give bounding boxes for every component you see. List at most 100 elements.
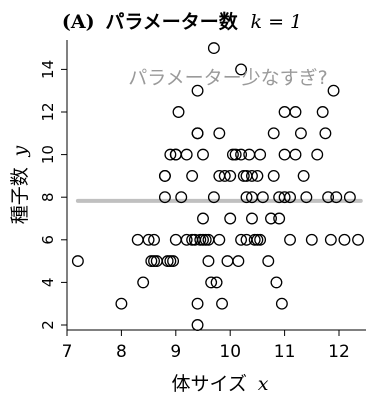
data-point [221,255,234,268]
data-point [300,191,313,204]
y-axis-label-math: y [9,145,31,157]
data-point [142,233,155,246]
data-point [294,127,307,140]
data-point [205,276,218,289]
x-tick-label: 12 [328,342,350,362]
data-point [148,255,160,268]
data-point [322,191,335,204]
data-point [246,212,258,225]
data-point [270,276,283,289]
data-point [216,297,228,310]
data-point [197,212,209,225]
data-point [237,169,250,182]
x-axis-label-math: x [258,373,269,395]
data-point [191,319,204,331]
data-point [164,148,177,161]
data-point [210,276,223,289]
data-point [267,169,280,182]
data-point [316,106,329,118]
data-point [191,127,204,140]
data-point [246,169,258,182]
data-point [191,84,204,97]
data-point [297,169,310,182]
data-point [343,191,356,204]
data-points [71,42,364,331]
data-point [191,297,204,310]
data-point [262,255,275,268]
data-point [278,191,291,204]
data-point [278,106,291,118]
data-point [235,63,248,76]
data-point [148,233,160,246]
data-point [202,255,215,268]
data-point [265,212,277,225]
y-tick-label: 6 [39,235,57,245]
data-point [338,233,351,246]
data-point [224,212,237,225]
y-axis-label-text: 種子数 [9,167,31,224]
data-point [289,106,302,118]
chart-title: (A) パラメーター数 k = 1 [62,10,302,33]
data-point [324,233,337,246]
data-point [284,191,296,204]
data-point [131,233,144,246]
data-point [207,191,220,204]
data-point [180,148,193,161]
data-point [180,233,193,246]
data-point [305,233,318,246]
data-point [267,127,280,140]
title-math: k = 1 [251,11,303,33]
data-point [240,191,253,204]
x-axis-label: 体サイズ x [172,373,269,395]
x-tick-label: 10 [219,342,241,362]
data-point [197,148,209,161]
x-tick-label: 7 [62,342,73,362]
data-point [256,191,269,204]
data-point [319,127,332,140]
data-point [352,233,364,246]
data-point [251,169,264,182]
y-tick-label: 10 [39,145,57,164]
data-point [254,233,267,246]
y-axis-label: 種子数 y [9,145,31,224]
annotation-text: パラメーター少なすぎ? [128,67,328,89]
data-point [229,148,242,161]
y-tick-label: 12 [39,102,57,121]
data-point [218,169,231,182]
data-point [137,276,150,289]
data-point [207,42,220,55]
y-ticks: 2 4 6 8 10 12 14 [39,60,67,330]
data-point [175,191,188,204]
data-point [251,233,264,246]
data-point [275,297,288,310]
data-point [169,233,182,246]
data-point [235,148,248,161]
data-point [197,233,209,246]
x-tick-label: 8 [116,342,127,362]
data-point [164,255,177,268]
x-ticks: 7 8 9 10 11 12 [62,330,350,362]
x-tick-label: 11 [274,342,296,362]
y-tick-label: 14 [39,60,57,79]
data-point [115,297,128,310]
x-tick-label: 9 [170,342,181,362]
data-point [273,212,286,225]
title-label: (A) [62,11,95,33]
data-point [172,106,185,118]
data-point [278,148,291,161]
data-point [243,148,256,161]
data-point [327,84,340,97]
data-point [158,191,171,204]
y-tick-label: 4 [39,278,57,288]
data-point [235,233,248,246]
data-point [71,255,84,268]
x-axis-label-text: 体サイズ [172,373,247,395]
data-point [194,233,207,246]
data-point [232,255,245,268]
data-point [158,169,171,182]
data-point [311,148,324,161]
data-point [254,148,267,161]
data-point [145,255,158,268]
data-point [199,233,212,246]
